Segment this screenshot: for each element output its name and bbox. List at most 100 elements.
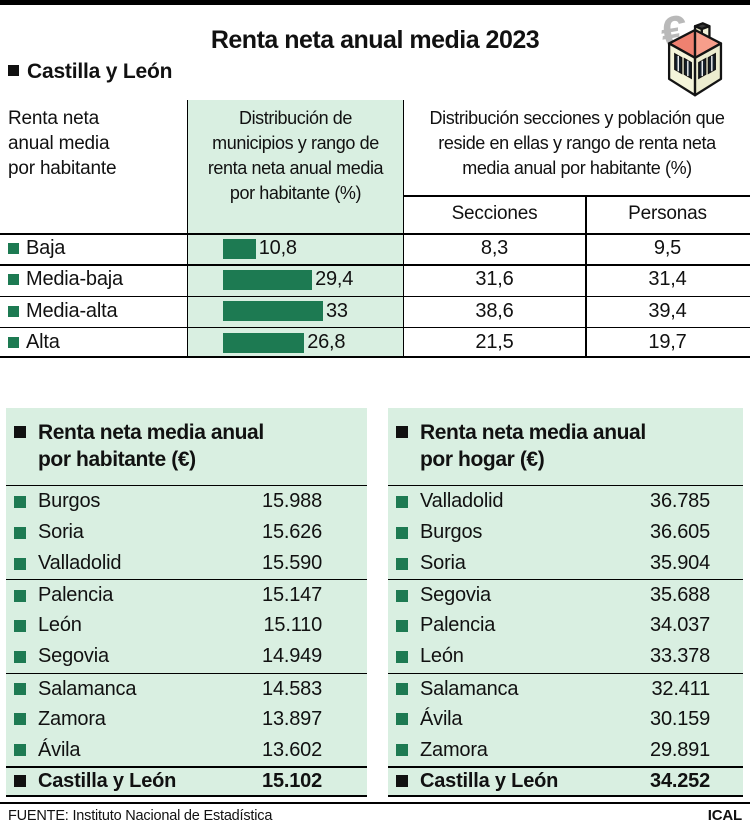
item-label: Burgos (38, 490, 101, 512)
bullet-square-icon (14, 557, 26, 570)
item-value: 33.378 (650, 645, 710, 668)
bullet-square-icon (14, 713, 26, 726)
bullet-square-icon (14, 775, 26, 788)
table-row: Baja 10,8 8,3 9,5 (0, 233, 750, 264)
bar-group: 33 (223, 296, 348, 327)
item-value: 13.897 (262, 707, 322, 730)
total-row: Castilla y León 15.102 (6, 765, 367, 795)
cell-personas: 31,4 (648, 268, 687, 290)
col3-header-divider (404, 195, 750, 197)
bullet-square-icon (396, 650, 408, 663)
subheader-personas: Personas (628, 203, 707, 224)
bar-media-alta (223, 301, 323, 321)
bullet-square-icon (396, 557, 408, 570)
list-item: Segovia 35.688 (388, 579, 743, 610)
bar-group: 26,8 (223, 327, 346, 358)
row-divider (0, 295, 750, 297)
bullet-square-icon (14, 650, 26, 663)
row-label: Alta (26, 331, 60, 353)
item-label: Segovia (38, 645, 109, 668)
item-label: Soria (420, 552, 466, 575)
item-label: Castilla y León (420, 769, 559, 792)
list-item: Salamanca 32.411 (388, 672, 743, 704)
bullet-square-icon (396, 775, 408, 788)
top-rule (0, 0, 750, 5)
cell-personas: 19,7 (648, 331, 687, 353)
col1-header: Renta neta anual media por habitante (8, 108, 117, 179)
item-value: 35.904 (650, 552, 710, 575)
bullet-square-icon (396, 526, 408, 539)
list-item: Burgos 15.988 (6, 486, 367, 517)
item-value: 15.988 (262, 490, 322, 512)
region-header-label: Castilla y León (27, 60, 173, 83)
panel-habitante: Renta neta media anual por habitante (€)… (6, 408, 367, 797)
col3-header: Distribución secciones y población que r… (429, 108, 725, 178)
panel-hogar: Renta neta media anual por hogar (€) Val… (388, 408, 743, 797)
list-item: Soria 35.904 (388, 548, 743, 579)
list-item: Zamora 13.897 (6, 704, 367, 735)
item-label: Salamanca (38, 677, 137, 700)
item-value: 13.602 (262, 738, 322, 761)
list-item: Valladolid 36.785 (388, 486, 743, 517)
table-row: Media-alta 33 38,6 39,4 (0, 296, 750, 327)
item-label: Zamora (420, 738, 488, 761)
bullet-square-icon (14, 683, 26, 696)
footer-credit: ICAL (707, 807, 742, 824)
bullet-square-icon (14, 589, 26, 602)
row-label: Media-baja (26, 268, 123, 290)
cell-secciones: 21,5 (475, 331, 514, 353)
footer-source: FUENTE: Instituto Nacional de Estadístic… (8, 808, 273, 824)
table-bottom-rule (0, 356, 750, 358)
cell-secciones: 8,3 (480, 237, 509, 259)
item-label: Valladolid (420, 490, 504, 512)
item-label: Palencia (420, 614, 496, 637)
list-item: Salamanca 14.583 (6, 672, 367, 704)
bullet-square-icon (14, 744, 26, 757)
subheader-secciones: Secciones (451, 203, 538, 224)
item-value: 15.590 (262, 552, 322, 575)
item-label: Soria (38, 521, 84, 544)
bullet-square-icon (14, 495, 26, 508)
subcolumn-divider (585, 195, 587, 358)
item-value: 14.949 (262, 645, 322, 668)
item-value: 36.785 (650, 490, 710, 512)
col2-header: Distribución de municipios y rango de re… (207, 108, 384, 203)
table-row: Media-baja 29,4 31,6 31,4 (0, 264, 750, 295)
item-value: 36.605 (650, 521, 710, 544)
item-value: 29.891 (650, 738, 710, 761)
bar-group: 29,4 (223, 264, 353, 295)
bar-group: 10,8 (223, 233, 297, 264)
item-value: 15.147 (262, 584, 322, 607)
header-bottom-rule (0, 232, 750, 235)
bullet-square-icon (396, 744, 408, 757)
bullet-square-icon (14, 526, 26, 539)
row-divider (0, 326, 750, 328)
bar-baja (223, 238, 256, 259)
bullet-square-icon (396, 619, 408, 632)
bar-value: 33 (325, 299, 348, 322)
cell-personas: 39,4 (648, 299, 687, 322)
bar-alta (223, 332, 305, 353)
list-item: Segovia 14.949 (6, 641, 367, 672)
bullet-square-icon (396, 589, 408, 602)
list-item: Palencia 15.147 (6, 579, 367, 610)
item-label: León (420, 645, 464, 668)
total-row: Castilla y León 34.252 (388, 765, 743, 795)
panel-title: Renta neta media anual por habitante (€) (6, 408, 367, 486)
list-item: Burgos 36.605 (388, 517, 743, 548)
item-label: Palencia (38, 584, 114, 607)
item-value: 30.159 (650, 707, 710, 730)
item-label: Segovia (420, 584, 491, 607)
item-label: Valladolid (38, 552, 122, 575)
region-header: Castilla y León (8, 60, 172, 84)
item-value: 34.037 (650, 614, 710, 637)
table-row: Alta 26,8 21,5 19,7 (0, 327, 750, 358)
panel-title: Renta neta media anual por hogar (€) (388, 408, 743, 486)
bullet-square-icon (396, 683, 408, 696)
cell-personas: 9,5 (653, 237, 682, 259)
bar-media-baja (223, 269, 313, 290)
bullet-square-icon (396, 495, 408, 508)
item-label: Salamanca (420, 677, 519, 700)
item-value: 14.583 (262, 677, 322, 700)
item-label: Ávila (38, 738, 81, 761)
